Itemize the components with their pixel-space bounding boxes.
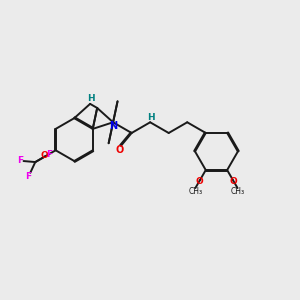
Text: O: O xyxy=(40,151,48,160)
Text: F: F xyxy=(46,150,52,159)
Text: F: F xyxy=(26,172,32,181)
Text: H: H xyxy=(147,113,154,122)
Text: O: O xyxy=(115,145,124,155)
Text: O: O xyxy=(229,177,237,186)
Text: O: O xyxy=(196,177,204,186)
Text: F: F xyxy=(17,156,23,165)
Text: CH₃: CH₃ xyxy=(188,187,203,196)
Text: N: N xyxy=(109,122,117,131)
Text: CH₃: CH₃ xyxy=(230,187,244,196)
Text: H: H xyxy=(87,94,95,103)
